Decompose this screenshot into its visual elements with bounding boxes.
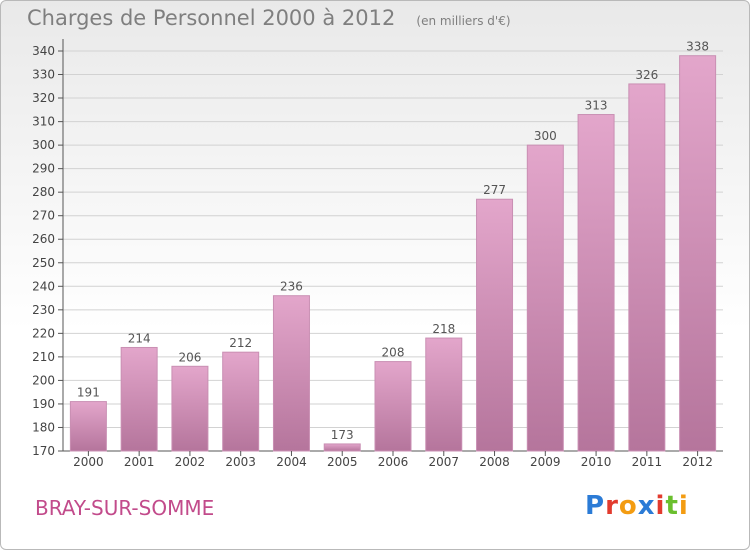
bars (69, 55, 717, 452)
proxiti-logo: Proxiti (585, 491, 689, 521)
value-label-2007: 218 (432, 322, 455, 336)
bar-2011 (628, 83, 666, 452)
y-tick-label: 340 (32, 44, 55, 58)
value-label-2004: 236 (280, 280, 303, 294)
x-tick-label-2004: 2004 (276, 455, 307, 469)
y-tick-label: 280 (32, 185, 55, 199)
chart-subtitle: (en milliers d'€) (416, 14, 511, 28)
x-tick-label-2009: 2009 (530, 455, 561, 469)
bar-2009 (526, 144, 564, 452)
x-tick-label-2010: 2010 (581, 455, 612, 469)
bar-2001 (120, 346, 158, 452)
bar-2012 (679, 55, 717, 452)
value-labels: 191 214 206 212 236 173 208 218 277 300 313 326 338 (77, 40, 709, 442)
y-tick-labels: 170 180 190 200 210 220 230 240 250 260 270 280 290 3… (32, 44, 55, 458)
y-tick-label: 250 (32, 256, 55, 270)
bar-2008 (476, 198, 514, 452)
bar-2005 (323, 443, 361, 452)
commune-name: BRAY-SUR-SOMME (35, 496, 215, 520)
y-tick-label: 170 (32, 444, 55, 458)
y-tick-label: 320 (32, 91, 55, 105)
y-tick-label: 220 (32, 326, 55, 340)
logo-letter: x (637, 491, 656, 521)
x-tick-label-2003: 2003 (225, 455, 256, 469)
x-tick-label-2005: 2005 (327, 455, 358, 469)
title-row: Charges de Personnel 2000 à 2012 (en mil… (27, 6, 511, 30)
y-tick-label: 240 (32, 279, 55, 293)
bar-2000 (69, 401, 107, 452)
x-tick-label-2006: 2006 (378, 455, 409, 469)
logo-letter: i (678, 491, 689, 521)
value-label-2001: 214 (128, 331, 151, 345)
value-label-2008: 277 (483, 183, 506, 197)
logo-letter: r (605, 491, 619, 521)
y-tick-label: 270 (32, 209, 55, 223)
x-tick-label-2000: 2000 (73, 455, 104, 469)
bar-2006 (374, 361, 412, 452)
y-tick-label: 190 (32, 397, 55, 411)
value-label-2010: 313 (585, 99, 608, 113)
y-tick-label: 200 (32, 373, 55, 387)
value-label-2011: 326 (635, 68, 658, 82)
logo-letter: o (618, 491, 638, 521)
x-tick-labels: 2000 2001 2002 2003 2004 2005 2006 2007 2008 2009… (73, 451, 713, 469)
y-tick-label: 260 (32, 232, 55, 246)
x-tick-label-2007: 2007 (428, 455, 459, 469)
value-label-2003: 212 (229, 336, 252, 350)
x-tick-label-2011: 2011 (632, 455, 663, 469)
value-label-2002: 206 (178, 350, 201, 364)
y-tick-label: 330 (32, 68, 55, 82)
x-tick-label-2002: 2002 (175, 455, 206, 469)
x-tick-label-2012: 2012 (682, 455, 713, 469)
logo-letter: t (665, 491, 679, 521)
value-label-2012: 338 (686, 40, 709, 54)
bar-2007 (425, 337, 463, 452)
logo-letter: P (585, 491, 606, 521)
value-label-2000: 191 (77, 386, 100, 400)
y-tick-label: 290 (32, 162, 55, 176)
y-tick-label: 300 (32, 138, 55, 152)
value-label-2005: 173 (331, 428, 354, 442)
chart-title: Charges de Personnel 2000 à 2012 (27, 6, 396, 30)
bar-2002 (171, 365, 209, 452)
value-label-2009: 300 (534, 129, 557, 143)
bar-2004 (272, 295, 310, 452)
y-tick-label: 230 (32, 303, 55, 317)
y-tick-label: 210 (32, 350, 55, 364)
y-tick-label: 310 (32, 115, 55, 129)
bar-2010 (577, 114, 615, 452)
x-tick-label-2008: 2008 (479, 455, 510, 469)
x-tick-label-2001: 2001 (124, 455, 155, 469)
bar-2003 (222, 351, 260, 452)
value-label-2006: 208 (382, 346, 405, 360)
logo-letter: i (655, 491, 666, 521)
y-tick-label: 180 (32, 420, 55, 434)
